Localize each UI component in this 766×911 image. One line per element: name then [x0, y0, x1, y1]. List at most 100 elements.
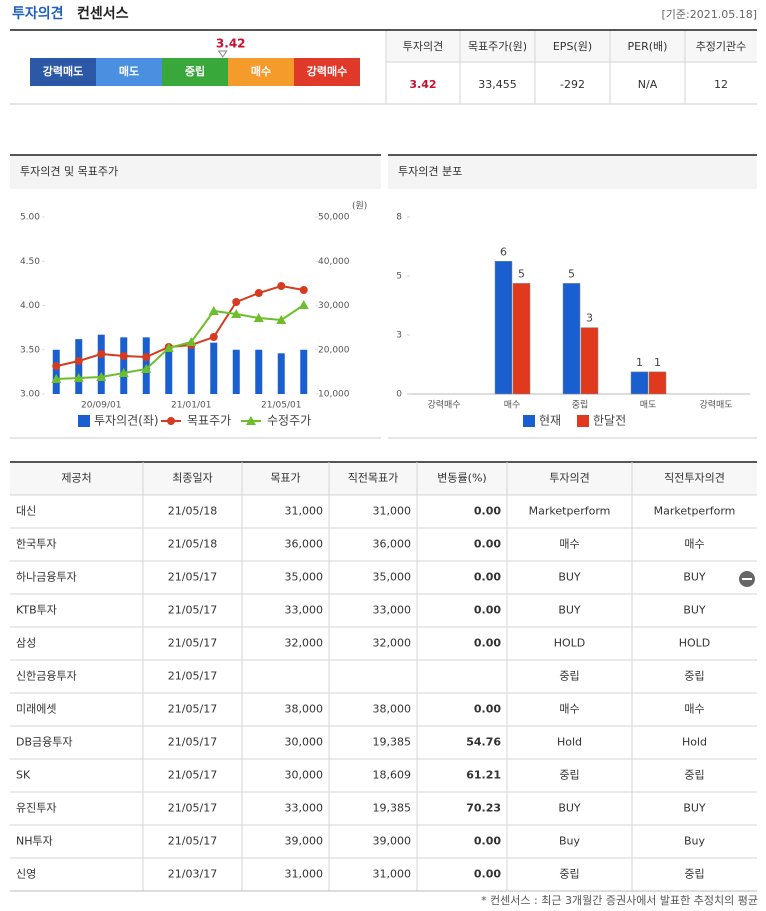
x-tick-label: 중립 [572, 400, 589, 411]
table-cell: Buy [559, 835, 581, 848]
x-tick-label: 20/09/01 [81, 401, 121, 411]
table-cell: DB금융투자 [16, 736, 73, 749]
header-title: 투자의견 [12, 5, 64, 22]
summary-value: 33,455 [478, 78, 517, 91]
point-marker [186, 337, 197, 347]
value-label: 5 [518, 267, 525, 280]
summary-header: EPS(원) [553, 40, 592, 53]
table-cell: Hold [557, 736, 582, 749]
table-cell: BUY [683, 571, 706, 584]
panel-title: 투자의견 및 목표주가 [20, 165, 118, 178]
legend-label: 수정주가 [267, 414, 311, 428]
bar [255, 349, 263, 394]
value-label: 3 [586, 312, 593, 325]
table-cell: 21/05/17 [168, 571, 217, 584]
point-marker [208, 305, 219, 315]
y-tick-label: 5.00 [20, 213, 40, 223]
point-marker [74, 356, 83, 365]
table-header: 직전투자의견 [664, 472, 725, 485]
table-cell: 대신 [16, 505, 36, 518]
scale-segment [30, 58, 96, 86]
value-label: 1 [636, 356, 643, 369]
table-cell: 19,385 [373, 736, 412, 749]
table-cell: 0.00 [474, 505, 501, 518]
table-cell: 21/05/18 [168, 538, 217, 551]
table-cell: BUY [683, 802, 706, 815]
scale-marker [217, 50, 228, 58]
legend-marker [167, 417, 175, 425]
point-marker [231, 308, 242, 318]
point-marker [276, 315, 287, 325]
table-cell: 33,000 [285, 604, 324, 617]
y2-tick-label: 50,000 [318, 213, 350, 223]
table-cell: 한국투자 [16, 538, 56, 551]
table-cell: Marketperform [654, 505, 736, 518]
table-cell: 21/05/17 [168, 604, 217, 617]
table-cell: BUY [558, 571, 581, 584]
table-cell: 중립 [559, 670, 579, 683]
table-cell: 35,000 [373, 571, 412, 584]
x-tick-label: 21/05/01 [261, 401, 301, 411]
value-label: 1 [654, 356, 661, 369]
bar [494, 261, 513, 395]
table-cell: HOLD [554, 637, 586, 650]
footnote: * 컨센서스 : 최근 3개월간 증권사에서 발표한 추정치의 평균 [481, 894, 758, 907]
table-cell: 하나금융투자 [16, 570, 77, 584]
table-cell: BUY [558, 802, 581, 815]
bar [300, 349, 308, 394]
bar [562, 283, 581, 395]
scale-label: 강력매수 [307, 64, 347, 78]
table-cell: 32,000 [373, 637, 412, 650]
table-cell: BUY [558, 604, 581, 617]
table-header: 직전목표가 [348, 472, 399, 485]
point-marker [73, 372, 84, 382]
line [56, 285, 304, 368]
table-cell: 0.00 [474, 835, 501, 848]
bar [210, 342, 218, 394]
point-marker [277, 282, 286, 291]
point-marker [118, 367, 129, 377]
y-tick-label: 3.50 [20, 345, 40, 355]
table-cell: 중립 [559, 868, 579, 881]
table-cell: 21/05/18 [168, 505, 217, 518]
table-cell: 중립 [559, 769, 579, 782]
summary-value: 12 [714, 78, 728, 91]
scale-label: 강력매도 [43, 64, 83, 78]
table-header: 투자의견 [549, 472, 589, 485]
table-cell: 70.23 [466, 802, 501, 815]
table-cell: 54.76 [466, 736, 501, 749]
table-cell: 21/05/17 [168, 769, 217, 782]
summary-value: 3.42 [409, 78, 436, 91]
table-cell: 33,000 [285, 802, 324, 815]
table-cell: 61.21 [466, 769, 501, 782]
table-cell: 유진투자 [16, 802, 56, 815]
table-cell: 21/05/17 [168, 670, 217, 683]
table-cell: Hold [682, 736, 707, 749]
x-tick-label: 매수 [504, 400, 521, 411]
point-marker [97, 349, 106, 358]
summary-value: N/A [638, 78, 658, 91]
bar [277, 353, 285, 394]
legend-swatch [78, 415, 90, 427]
line [56, 304, 305, 380]
point-marker [299, 286, 308, 295]
point-marker [141, 363, 152, 373]
collapse-icon[interactable] [739, 571, 755, 587]
table-cell: HOLD [679, 637, 711, 650]
scale-label: 중립 [185, 65, 205, 78]
table-cell: BUY [683, 604, 706, 617]
table-cell: 21/05/17 [168, 736, 217, 749]
table-cell: 35,000 [285, 571, 324, 584]
scale-segment [96, 58, 162, 86]
bar [52, 349, 60, 394]
table-cell: 21/05/17 [168, 703, 217, 716]
table-cell: 0.00 [474, 637, 501, 650]
bar [232, 349, 240, 394]
table-cell: 21/03/17 [168, 868, 217, 881]
point-marker [119, 351, 128, 360]
y-tick-label: 4.00 [20, 301, 40, 311]
y-tick-label: 8 [396, 213, 402, 223]
legend-swatch [523, 415, 535, 427]
